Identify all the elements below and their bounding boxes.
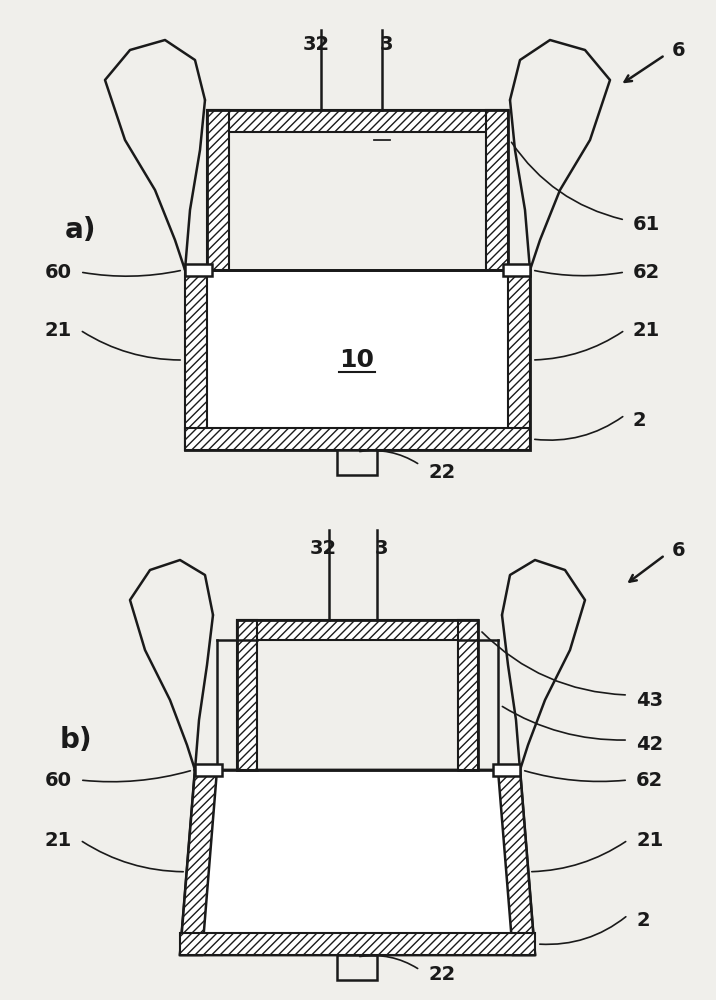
Bar — [185, 270, 530, 450]
Text: 10: 10 — [339, 348, 374, 372]
Bar — [237, 620, 478, 640]
Text: 2: 2 — [636, 910, 649, 930]
Text: 62: 62 — [636, 770, 663, 790]
Bar — [207, 110, 229, 270]
Bar — [195, 764, 222, 776]
Bar — [493, 764, 520, 776]
Text: b): b) — [60, 726, 92, 754]
Text: 43: 43 — [636, 690, 663, 710]
Bar — [185, 428, 530, 450]
Bar — [237, 620, 257, 770]
Text: 3: 3 — [379, 35, 393, 54]
Text: 22: 22 — [428, 966, 455, 984]
Text: 21: 21 — [636, 830, 663, 850]
Bar — [337, 450, 377, 475]
Bar — [185, 264, 212, 276]
Text: 32: 32 — [303, 35, 330, 54]
Bar — [237, 620, 478, 770]
Text: a): a) — [65, 216, 97, 244]
Text: 21: 21 — [44, 320, 72, 340]
Text: 6: 6 — [672, 40, 686, 60]
Text: 61: 61 — [633, 216, 660, 234]
Bar — [185, 270, 207, 450]
Bar — [207, 110, 508, 132]
Bar — [503, 264, 530, 276]
Bar — [508, 270, 530, 450]
Text: 21: 21 — [633, 320, 660, 340]
Bar — [180, 933, 535, 955]
Text: 21: 21 — [44, 830, 72, 850]
Text: 60: 60 — [45, 262, 72, 282]
Bar — [207, 110, 508, 270]
Bar — [486, 110, 508, 270]
Text: 3: 3 — [375, 538, 389, 558]
Text: 22: 22 — [428, 462, 455, 482]
Text: 32: 32 — [310, 538, 337, 558]
Polygon shape — [498, 770, 535, 955]
Text: 2: 2 — [633, 410, 647, 430]
Polygon shape — [180, 770, 535, 955]
Text: 6: 6 — [672, 540, 686, 560]
Polygon shape — [180, 770, 217, 955]
Bar — [337, 955, 377, 980]
Bar — [458, 620, 478, 770]
Text: 42: 42 — [636, 736, 663, 754]
Text: 60: 60 — [45, 770, 72, 790]
Text: 62: 62 — [633, 262, 660, 282]
